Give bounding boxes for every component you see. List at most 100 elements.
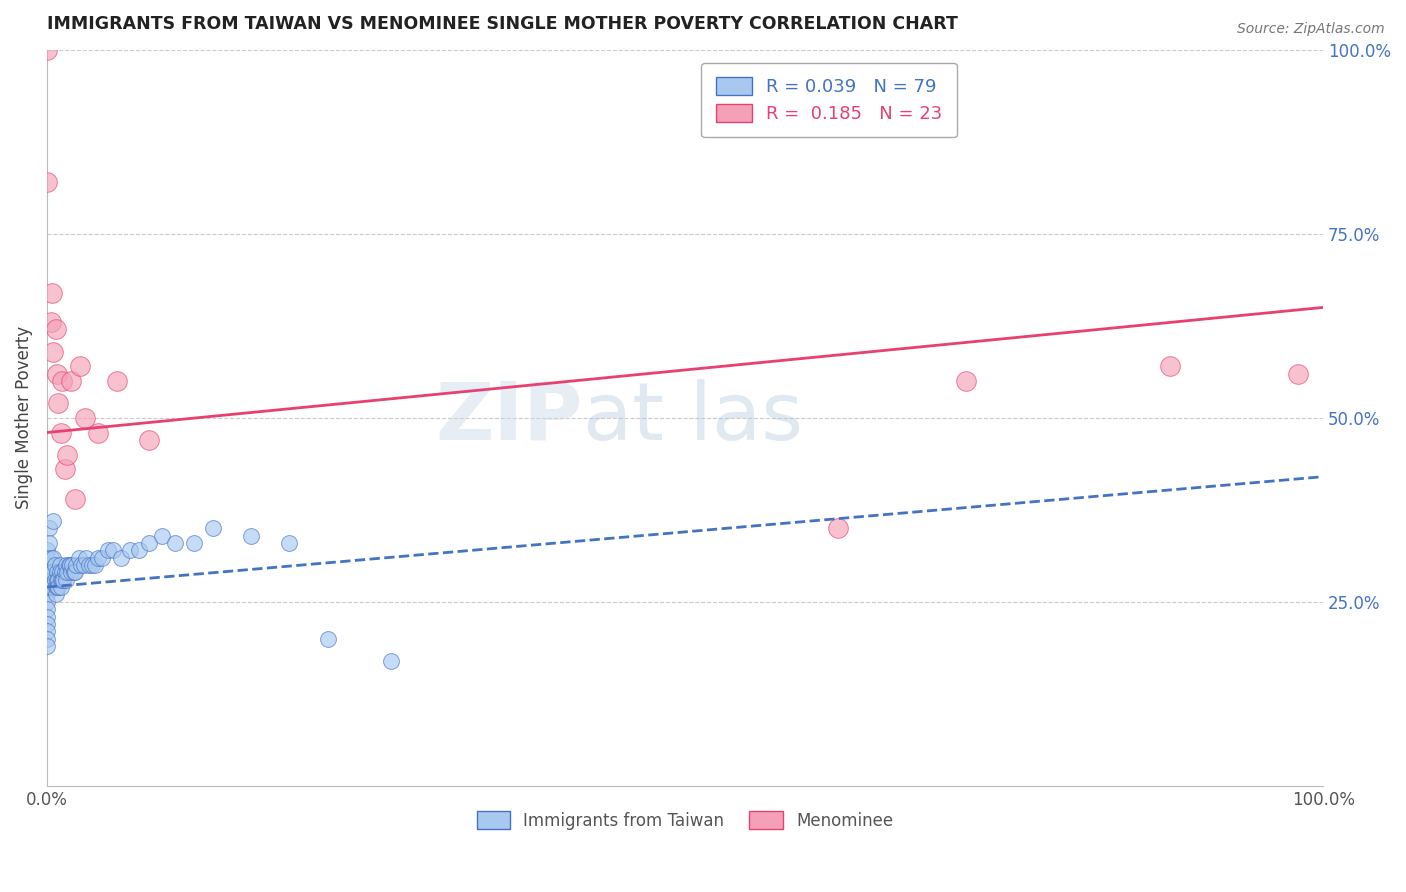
Point bbox=[183, 536, 205, 550]
Point bbox=[39, 315, 62, 329]
Point bbox=[44, 558, 66, 572]
Point bbox=[46, 367, 69, 381]
Point bbox=[38, 536, 60, 550]
Text: IMMIGRANTS FROM TAIWAN VS MENOMINEE SINGLE MOTHER POVERTY CORRELATION CHART: IMMIGRANTS FROM TAIWAN VS MENOMINEE SING… bbox=[46, 15, 957, 33]
Point bbox=[48, 396, 70, 410]
Point bbox=[35, 543, 58, 558]
Point bbox=[59, 558, 82, 572]
Point bbox=[62, 558, 84, 572]
Point bbox=[35, 587, 58, 601]
Point bbox=[38, 521, 60, 535]
Point bbox=[128, 543, 150, 558]
Point bbox=[35, 609, 58, 624]
Point bbox=[67, 550, 90, 565]
Point bbox=[35, 624, 58, 639]
Point bbox=[42, 566, 65, 580]
Point bbox=[48, 573, 70, 587]
Point bbox=[35, 566, 58, 580]
Point bbox=[35, 550, 58, 565]
Point bbox=[39, 550, 62, 565]
Point bbox=[75, 410, 97, 425]
Point bbox=[35, 558, 58, 572]
Point bbox=[35, 573, 58, 587]
Point bbox=[35, 580, 58, 594]
Point bbox=[955, 374, 977, 388]
Point bbox=[316, 632, 339, 646]
Point bbox=[35, 566, 58, 580]
Point bbox=[35, 573, 58, 587]
Point bbox=[35, 616, 58, 631]
Point bbox=[41, 285, 63, 300]
Point bbox=[44, 573, 66, 587]
Point bbox=[65, 558, 87, 572]
Point bbox=[51, 374, 73, 388]
Point bbox=[55, 573, 77, 587]
Point bbox=[48, 566, 70, 580]
Point bbox=[87, 425, 110, 440]
Point bbox=[63, 491, 86, 506]
Point bbox=[35, 573, 58, 587]
Point bbox=[53, 462, 76, 476]
Point bbox=[163, 536, 186, 550]
Point bbox=[77, 558, 100, 572]
Text: ZIP: ZIP bbox=[436, 379, 583, 457]
Point bbox=[51, 566, 73, 580]
Point bbox=[35, 580, 58, 594]
Point bbox=[97, 543, 120, 558]
Point bbox=[45, 322, 67, 336]
Point bbox=[1286, 367, 1309, 381]
Point bbox=[35, 43, 58, 57]
Point bbox=[53, 566, 76, 580]
Point bbox=[52, 573, 75, 587]
Point bbox=[48, 580, 70, 594]
Point bbox=[150, 528, 173, 542]
Point bbox=[105, 374, 128, 388]
Point bbox=[39, 566, 62, 580]
Point bbox=[35, 602, 58, 616]
Point bbox=[55, 558, 77, 572]
Point bbox=[49, 580, 72, 594]
Point bbox=[60, 374, 83, 388]
Point bbox=[1159, 359, 1181, 374]
Point bbox=[62, 566, 84, 580]
Legend: Immigrants from Taiwan, Menominee: Immigrants from Taiwan, Menominee bbox=[470, 805, 900, 837]
Point bbox=[45, 587, 67, 601]
Point bbox=[41, 573, 63, 587]
Point bbox=[35, 580, 58, 594]
Point bbox=[80, 558, 103, 572]
Point bbox=[380, 654, 402, 668]
Point bbox=[42, 514, 65, 528]
Point bbox=[42, 344, 65, 359]
Point bbox=[240, 528, 263, 542]
Point bbox=[51, 573, 73, 587]
Text: Source: ZipAtlas.com: Source: ZipAtlas.com bbox=[1237, 22, 1385, 37]
Point bbox=[42, 550, 65, 565]
Point bbox=[87, 550, 110, 565]
Point bbox=[73, 558, 96, 572]
Point bbox=[56, 448, 79, 462]
Point bbox=[46, 580, 69, 594]
Point bbox=[138, 433, 160, 447]
Point bbox=[46, 573, 69, 587]
Point bbox=[278, 536, 301, 550]
Y-axis label: Single Mother Poverty: Single Mother Poverty bbox=[15, 326, 32, 509]
Point bbox=[201, 521, 224, 535]
Point bbox=[69, 359, 91, 374]
Point bbox=[48, 558, 70, 572]
Point bbox=[35, 595, 58, 609]
Point bbox=[63, 566, 86, 580]
Point bbox=[35, 639, 58, 653]
Point bbox=[41, 580, 63, 594]
Point bbox=[103, 543, 125, 558]
Point bbox=[49, 573, 72, 587]
Point bbox=[46, 566, 69, 580]
Point bbox=[56, 566, 79, 580]
Text: at las: at las bbox=[583, 379, 803, 457]
Point bbox=[827, 521, 849, 535]
Point bbox=[84, 558, 107, 572]
Point bbox=[35, 558, 58, 572]
Point bbox=[35, 175, 58, 189]
Point bbox=[60, 566, 83, 580]
Point bbox=[45, 580, 67, 594]
Point bbox=[49, 425, 72, 440]
